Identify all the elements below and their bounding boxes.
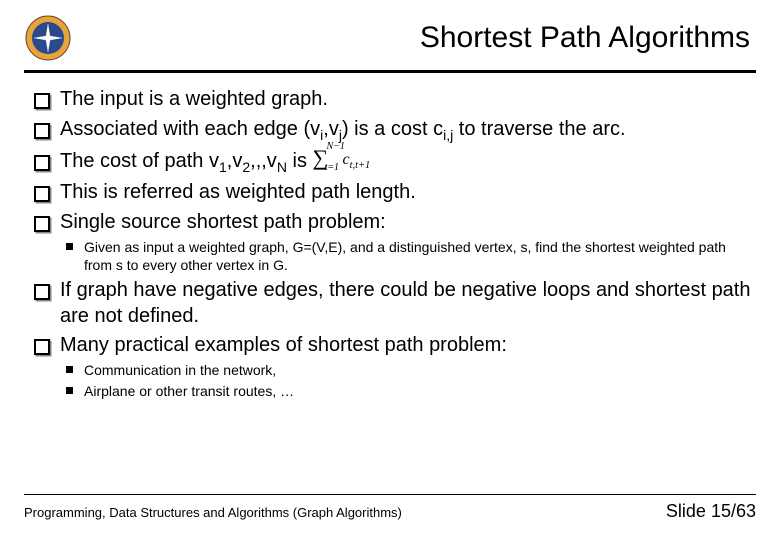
bullet-item: The input is a weighted graph. [28, 87, 752, 113]
bullet-item: Associated with each edge (vi,vj) is a c… [28, 117, 752, 145]
sub-bullet-item: Communication in the network, [60, 361, 752, 379]
summation-formula: ∑ N−1 t=1 ct,t+1 [313, 150, 371, 173]
content: The input is a weighted graph. Associate… [0, 87, 780, 400]
footer: Programming, Data Structures and Algorit… [0, 494, 780, 522]
bullet-item: Many practical examples of shortest path… [28, 333, 752, 400]
header: Shortest Path Algorithms [0, 0, 780, 68]
sub-bullet-item: Given as input a weighted graph, G=(V,E)… [60, 238, 752, 274]
bullet-item: Single source shortest path problem: Giv… [28, 210, 752, 274]
footer-course: Programming, Data Structures and Algorit… [24, 505, 402, 520]
slide-title: Shortest Path Algorithms [72, 21, 756, 55]
bullet-item: If graph have negative edges, there coul… [28, 278, 752, 329]
footer-rule [24, 494, 756, 495]
bullet-item: This is referred as weighted path length… [28, 180, 752, 206]
slide-number: Slide 15/63 [666, 501, 756, 522]
bullet-item: The cost of path v1,v2,,,vN is ∑ N−1 t=1… [28, 149, 752, 177]
sub-bullet-item: Airplane or other transit routes, … [60, 382, 752, 400]
title-rule [24, 70, 756, 73]
logo [24, 14, 72, 62]
